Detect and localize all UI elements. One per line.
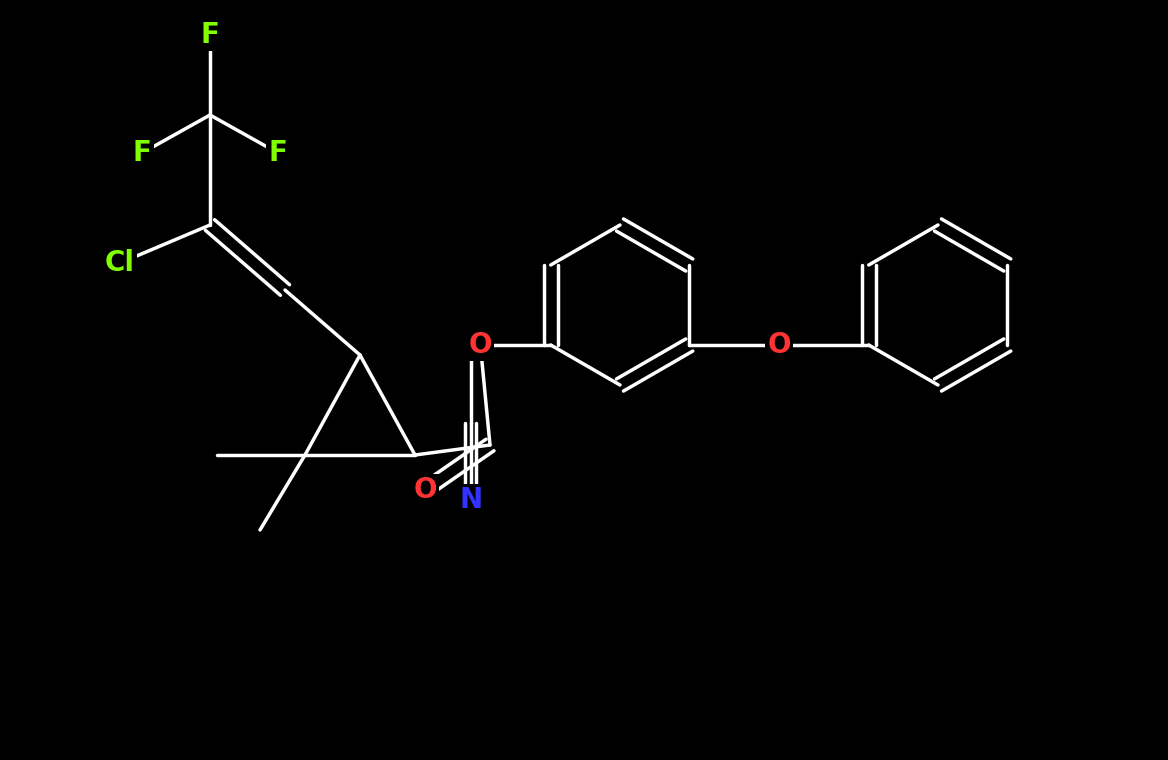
Text: F: F bbox=[132, 139, 152, 167]
Text: N: N bbox=[459, 486, 482, 514]
Text: F: F bbox=[201, 21, 220, 49]
Text: O: O bbox=[413, 476, 437, 504]
Text: F: F bbox=[269, 139, 287, 167]
Text: O: O bbox=[468, 331, 492, 359]
Text: Cl: Cl bbox=[105, 249, 135, 277]
Text: O: O bbox=[767, 331, 791, 359]
